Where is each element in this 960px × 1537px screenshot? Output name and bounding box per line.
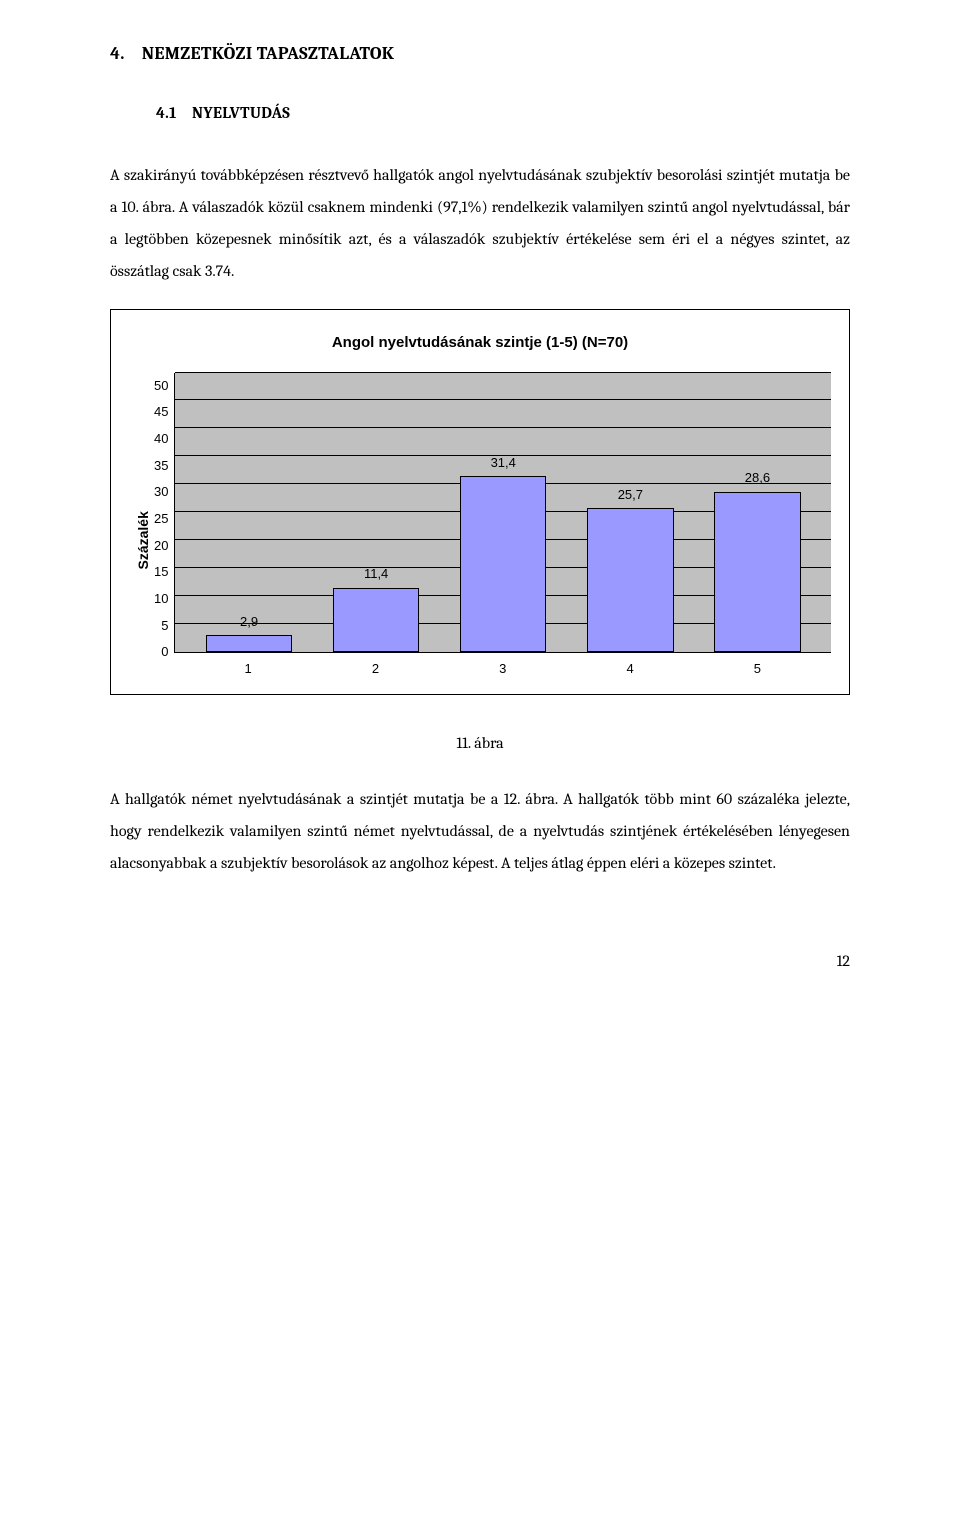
y-tick-label: 0 <box>154 645 168 658</box>
bar <box>714 492 800 652</box>
y-tick-label: 35 <box>154 459 168 472</box>
bar <box>460 476 546 651</box>
subsection-heading: 4.1 NYELVTUDÁS <box>156 101 850 125</box>
x-tick-label: 2 <box>312 659 439 679</box>
chart-frame: Angol nyelvtudásának szintje (1-5) (N=70… <box>110 309 850 695</box>
bar-value-label: 28,6 <box>694 468 821 488</box>
bar <box>587 508 673 651</box>
x-tick-label: 4 <box>566 659 693 679</box>
y-tick-label: 10 <box>154 592 168 605</box>
x-tick-label: 1 <box>184 659 311 679</box>
paragraph-1: A szakirányú továbbképzésen résztvevő ha… <box>110 159 850 287</box>
x-tick-label: 5 <box>694 659 821 679</box>
bar <box>333 588 419 652</box>
bar-slot: 31,4 <box>440 373 567 652</box>
bar-slot: 25,7 <box>567 373 694 652</box>
chart-title: Angol nyelvtudásának szintje (1-5) (N=70… <box>129 332 831 355</box>
y-tick-label: 45 <box>154 405 168 418</box>
plot-column: 2,9 11,4 31,425,728,6 12345 <box>174 373 831 679</box>
y-tick-label: 5 <box>154 619 168 632</box>
page-number: 12 <box>110 949 850 973</box>
paragraph-2: A hallgatók német nyelvtudásának a szint… <box>110 783 850 879</box>
bar-value-label: 11,4 <box>313 564 440 584</box>
y-tick-label: 15 <box>154 565 168 578</box>
y-tick-label: 25 <box>154 512 168 525</box>
y-axis-label: Százalék <box>129 373 154 679</box>
plot-wrap: Százalék 50454035302520151050 2,911,431,… <box>129 373 831 679</box>
y-tick-label: 40 <box>154 432 168 445</box>
section-title: NEMZETKÖZI TAPASZTALATOK <box>142 43 395 64</box>
y-tick-label: 20 <box>154 539 168 552</box>
y-ticks: 50454035302520151050 <box>154 373 174 653</box>
bar-value-label: 25,7 <box>567 485 694 505</box>
plot-area: 2,9 11,4 31,425,728,6 <box>174 373 831 653</box>
figure-caption: 11. ábra <box>110 731 850 755</box>
y-tick-label: 30 <box>154 485 168 498</box>
bar-value-label: 31,4 <box>440 453 567 473</box>
subsection-number: 4.1 <box>156 104 177 122</box>
section-number: 4. <box>110 43 125 64</box>
x-tick-label: 3 <box>439 659 566 679</box>
bar-value-label: 2,9 <box>185 612 312 632</box>
bar <box>206 635 292 651</box>
section-heading: 4. NEMZETKÖZI TAPASZTALATOK <box>110 40 850 67</box>
subsection-title: NYELVTUDÁS <box>192 104 290 122</box>
y-tick-label: 50 <box>154 379 168 392</box>
bar-slot: 28,6 <box>694 373 821 652</box>
bars-container: 2,9 11,4 31,425,728,6 <box>175 373 831 652</box>
bar-slot: 2,9 <box>185 373 312 652</box>
x-ticks: 12345 <box>174 653 831 679</box>
bar-slot: 11,4 <box>313 373 440 652</box>
